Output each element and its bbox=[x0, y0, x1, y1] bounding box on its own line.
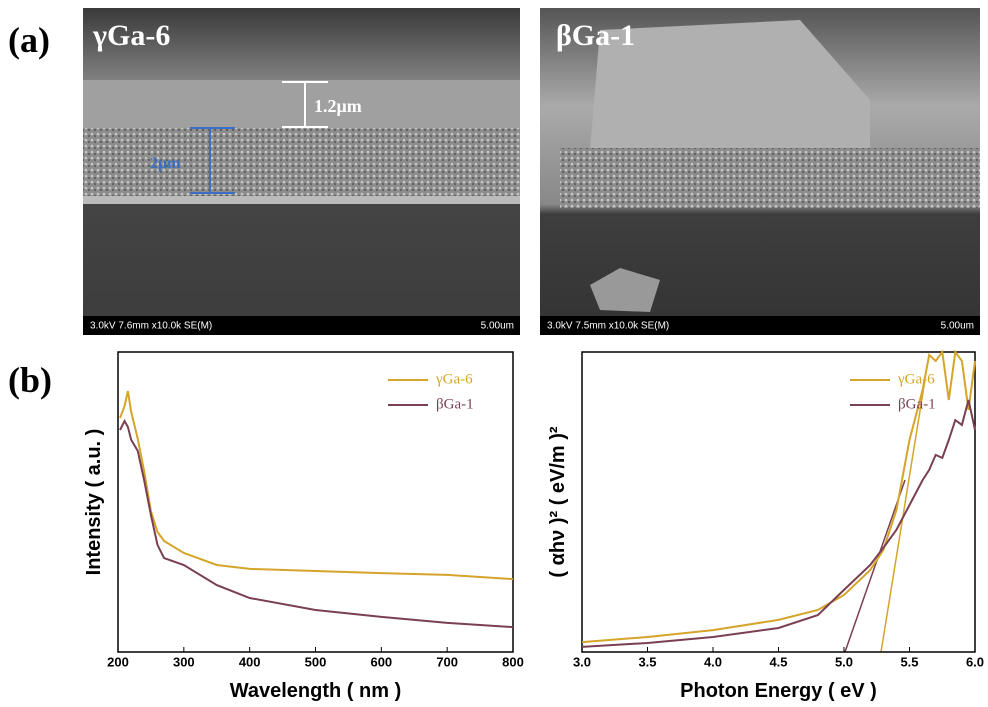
x-tick-label: 5.5 bbox=[900, 655, 918, 670]
x-tick-label: 700 bbox=[436, 655, 458, 670]
sem-layer bbox=[83, 80, 520, 128]
x-tick-label: 3.5 bbox=[638, 655, 656, 670]
sem-image: βGa-1 3.0kV 7.5mm x10.0k SE(M) 5.00um bbox=[540, 8, 980, 335]
x-axis-label: Wavelength ( nm ) bbox=[230, 680, 401, 702]
legend-label: γGa-6 bbox=[897, 371, 935, 387]
data-line bbox=[120, 391, 513, 579]
x-tick-label: 800 bbox=[502, 655, 524, 670]
x-tick-label: 5.0 bbox=[835, 655, 853, 670]
panel-label: (a) bbox=[8, 20, 50, 60]
scale-label: 1.2μm bbox=[314, 96, 362, 116]
sem-image: γGa-6 1.2μm 2μm 3.0kV 7.6mm x10.0k SE(M)… bbox=[83, 8, 520, 335]
x-tick-label: 200 bbox=[107, 655, 129, 670]
x-tick-label: 6.0 bbox=[966, 655, 984, 670]
sem-info: 3.0kV 7.6mm x10.0k SE(M) bbox=[90, 321, 212, 332]
legend-label: βGa-1 bbox=[436, 396, 474, 412]
tangent-line bbox=[845, 480, 905, 652]
x-tick-label: 500 bbox=[305, 655, 327, 670]
sample-label: βGa-1 bbox=[556, 19, 635, 52]
sem-scale: 5.00um bbox=[481, 321, 514, 332]
figure: (a) (b) γGa-6 1.2μm 2μm 3.0kV 7.6mm x10.… bbox=[0, 0, 988, 707]
y-axis-label: ( αhν )² ( eV/m )² bbox=[547, 426, 569, 578]
x-tick-label: 600 bbox=[370, 655, 392, 670]
x-tick-label: 400 bbox=[239, 655, 261, 670]
legend-label: βGa-1 bbox=[898, 396, 936, 412]
sample-label: γGa-6 bbox=[92, 19, 170, 52]
scale-label: 2μm bbox=[150, 155, 181, 172]
data-line bbox=[120, 421, 513, 627]
x-tick-label: 4.0 bbox=[704, 655, 722, 670]
panel-label: (b) bbox=[8, 360, 52, 400]
x-tick-label: 300 bbox=[173, 655, 195, 670]
x-tick-label: 4.5 bbox=[769, 655, 787, 670]
sem-layer bbox=[83, 196, 520, 204]
legend-label: γGa-6 bbox=[435, 371, 473, 387]
y-axis-label: Intensity ( a.u. ) bbox=[83, 429, 105, 576]
sem-layer bbox=[83, 128, 520, 196]
x-tick-label: 3.0 bbox=[573, 655, 591, 670]
sem-info: 3.0kV 7.5mm x10.0k SE(M) bbox=[547, 321, 669, 332]
x-axis-label: Photon Energy ( eV ) bbox=[680, 680, 877, 702]
sem-scale: 5.00um bbox=[941, 321, 974, 332]
sem-layer bbox=[560, 148, 980, 208]
